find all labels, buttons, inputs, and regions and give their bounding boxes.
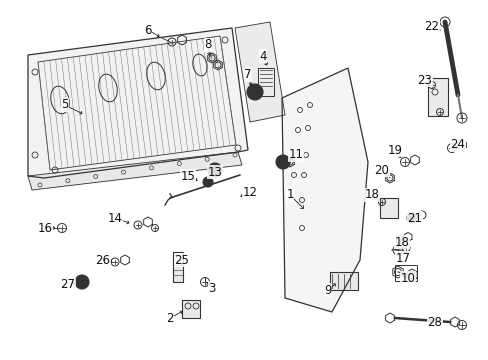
Circle shape <box>275 155 289 169</box>
Circle shape <box>246 84 263 100</box>
Polygon shape <box>282 68 367 312</box>
Text: 23: 23 <box>417 73 431 86</box>
Text: 28: 28 <box>427 315 442 328</box>
Text: 16: 16 <box>38 221 52 234</box>
Bar <box>427 78 447 116</box>
Text: 20: 20 <box>374 163 388 176</box>
Text: 6: 6 <box>144 23 151 36</box>
Bar <box>182 300 200 318</box>
Bar <box>258 68 273 96</box>
Text: 22: 22 <box>424 19 439 32</box>
Text: 27: 27 <box>61 279 75 292</box>
Text: 24: 24 <box>449 139 465 152</box>
Text: 9: 9 <box>324 284 331 297</box>
Bar <box>173 252 183 282</box>
Text: 15: 15 <box>180 170 195 183</box>
Text: 11: 11 <box>288 148 303 162</box>
Text: 26: 26 <box>95 253 110 266</box>
Circle shape <box>75 275 89 289</box>
Text: 1: 1 <box>285 189 293 202</box>
Text: 10: 10 <box>400 271 415 284</box>
Text: 7: 7 <box>244 68 251 81</box>
Bar <box>379 198 397 218</box>
Text: 21: 21 <box>407 211 422 225</box>
Text: 19: 19 <box>386 144 402 157</box>
Polygon shape <box>28 152 242 190</box>
Text: 18: 18 <box>364 189 379 202</box>
Text: 12: 12 <box>242 185 257 198</box>
Text: 3: 3 <box>208 282 215 294</box>
Polygon shape <box>235 22 285 122</box>
Text: 4: 4 <box>259 49 266 63</box>
Text: 25: 25 <box>174 253 189 266</box>
Circle shape <box>406 213 416 223</box>
Polygon shape <box>28 28 247 178</box>
Bar <box>329 272 357 290</box>
Text: 2: 2 <box>166 311 173 324</box>
Text: 17: 17 <box>395 252 409 265</box>
Text: 18: 18 <box>394 235 408 248</box>
Text: 5: 5 <box>61 99 68 112</box>
Circle shape <box>203 177 213 187</box>
Text: 13: 13 <box>207 166 222 179</box>
Circle shape <box>207 163 222 177</box>
Bar <box>394 265 416 281</box>
Text: 14: 14 <box>107 211 122 225</box>
Text: 8: 8 <box>204 39 211 51</box>
